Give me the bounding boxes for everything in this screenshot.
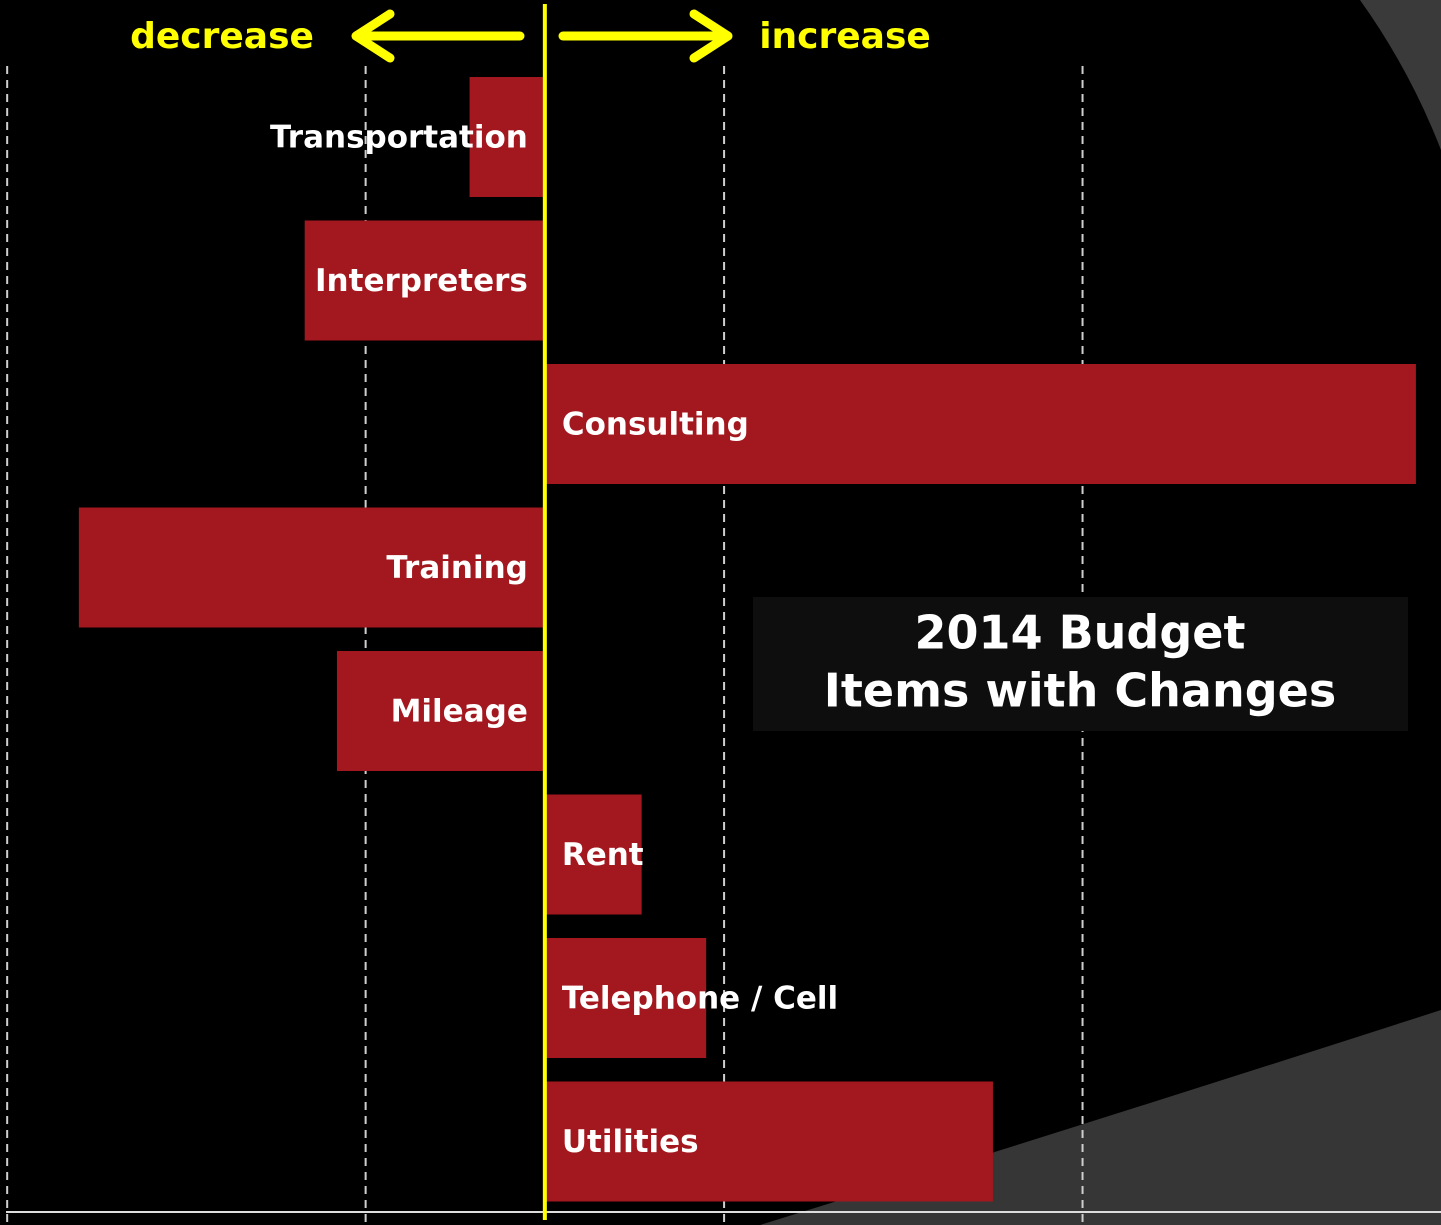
category-label: Telephone / Cell [562,981,838,1017]
category-label: Rent [562,837,644,873]
bar [336,651,545,771]
category-label: Consulting [562,407,749,443]
category-label: Transportation [270,120,528,156]
bar [544,1081,993,1202]
bar [78,507,545,628]
background-swoosh [760,1010,1441,1225]
bar [544,364,1416,484]
bar [544,794,642,915]
title-box [753,597,1408,731]
category-label: Training [386,550,528,586]
category-label: Mileage [391,694,528,730]
chart-title: 2014 Budget [915,606,1246,660]
bar [304,220,545,341]
chart-title: Items with Changes [824,664,1336,718]
decrease-label: decrease [130,16,314,57]
increase-label: increase [759,16,931,57]
bar [544,938,707,1058]
background-swoosh [1360,0,1441,150]
category-label: Utilities [562,1124,699,1160]
bar [469,77,545,197]
category-label: Interpreters [315,263,528,299]
direction-arrows [351,9,733,63]
